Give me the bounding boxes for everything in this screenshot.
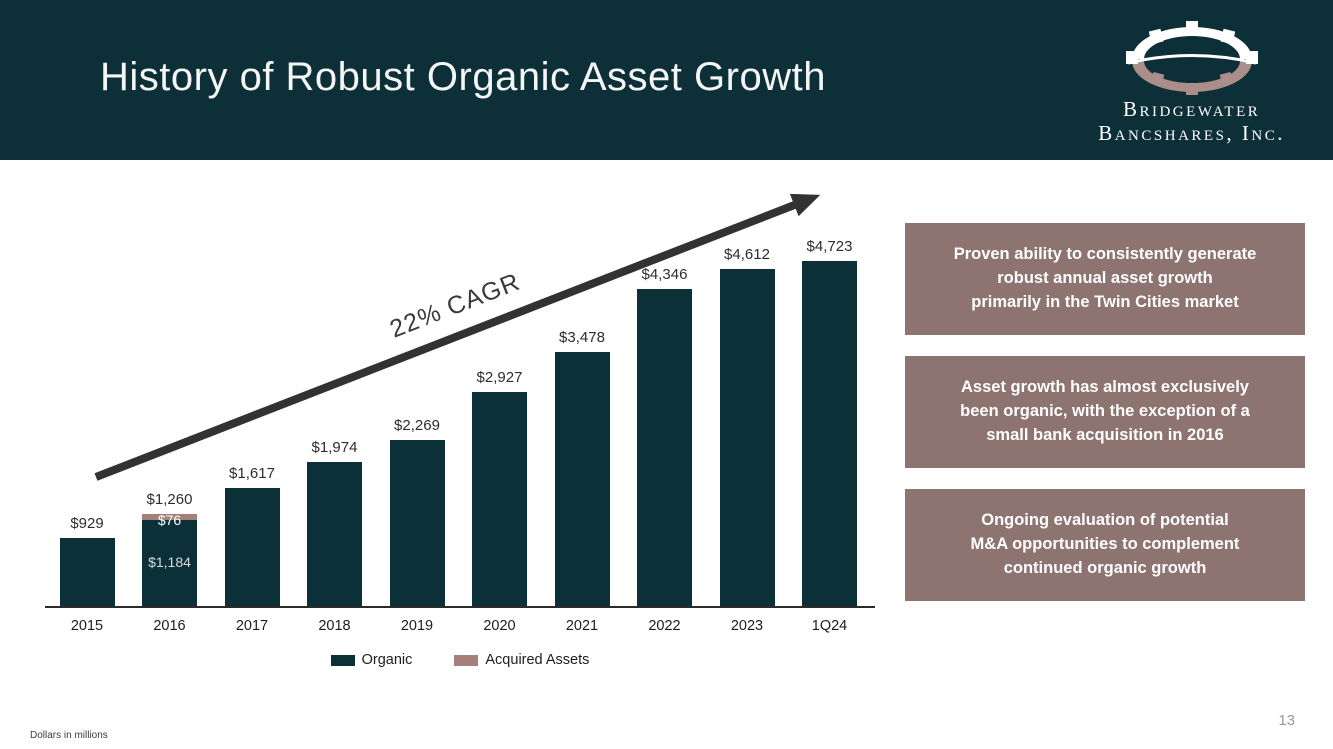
x-axis-label: 2021 — [565, 618, 599, 634]
bar-2017: $1,617 2017 — [224, 465, 280, 634]
legend-item-acquired: Acquired Assets — [454, 652, 589, 668]
logo-text-line1: Bridgewater — [1122, 96, 1261, 121]
legend-item-organic: Organic — [330, 652, 413, 668]
organic-segment — [59, 538, 115, 606]
x-axis-label: 2023 — [730, 618, 764, 634]
bar-2020: $2,927 2020 — [472, 369, 527, 634]
acquired-value-label: $76 — [157, 511, 182, 528]
bar-2015: $929 2015 — [59, 515, 115, 634]
organic-segment — [719, 269, 775, 606]
header-band: History of Robust Organic Asset Growth B… — [0, 0, 1333, 160]
bar-value-label: $3,478 — [559, 328, 605, 346]
legend-label-organic: Organic — [361, 652, 413, 668]
organic-segment — [307, 461, 362, 606]
bar-value-label: $1,974 — [311, 438, 358, 456]
x-axis-label: 2018 — [318, 618, 351, 634]
bar-2016: $1,260 $76 $1,184 2016 — [142, 491, 197, 634]
x-axis-label: 2017 — [235, 618, 269, 634]
company-logo: Bridgewater Bancshares, Inc. — [1098, 20, 1285, 145]
x-axis-label: 2020 — [483, 618, 516, 634]
units-footnote: Dollars in millions — [30, 730, 108, 741]
organic-segment — [802, 261, 857, 606]
bar-value-label: $4,723 — [806, 238, 853, 255]
bar-2018: $1,974 2018 — [307, 439, 362, 634]
organic-segment — [389, 440, 445, 606]
legend-label-acquired: Acquired Assets — [485, 652, 590, 668]
logo-text-line2: Bancshares, Inc. — [1098, 121, 1285, 145]
x-axis-label: 2015 — [70, 618, 104, 634]
bar-value-label: $1,617 — [229, 464, 275, 482]
bar-value-label: $929 — [70, 515, 104, 533]
bar-value-label: $4,612 — [724, 246, 770, 264]
page-number: 13 — [1278, 712, 1295, 729]
plot-area: $929 2015 $1,260 $76 $1,184 2016 $1,617 2017 $1,… — [45, 190, 875, 634]
acquired-segment — [142, 513, 197, 520]
x-axis-label: 2022 — [648, 618, 681, 634]
bar-value-label: $2,927 — [476, 369, 523, 387]
organic-segment — [142, 519, 197, 606]
callout-column: Proven ability to consistently generate … — [905, 223, 1305, 601]
bar-2022: $4,346 2022 — [637, 266, 692, 634]
bridge-logo-icon — [1125, 20, 1258, 95]
callout-box-3: Ongoing evaluation of potential M&A oppo… — [905, 489, 1305, 601]
organic-swatch-icon — [330, 654, 355, 666]
bar-2023: $4,612 2023 — [719, 246, 775, 634]
organic-segment — [554, 351, 610, 606]
organic-segment — [224, 487, 280, 606]
x-axis-label: 2019 — [400, 618, 434, 634]
page-title: History of Robust Organic Asset Growth — [100, 54, 826, 99]
bar-value-label: $2,269 — [394, 417, 440, 435]
callout-box-2: Asset growth has almost exclusively been… — [905, 356, 1305, 468]
bar-value-label: $1,260 — [146, 490, 193, 508]
organic-segment — [472, 392, 527, 606]
x-axis-label: 1Q24 — [811, 618, 848, 634]
bar-2019: $2,269 2019 — [389, 417, 445, 634]
bar-1Q24: $4,723 1Q24 — [802, 238, 857, 634]
chart-legend: Organic Acquired Assets — [45, 652, 875, 668]
organic-segment — [637, 288, 692, 606]
callout-box-1: Proven ability to consistently generate … — [905, 223, 1305, 335]
acquired-swatch-icon — [454, 654, 479, 666]
bar-2021: $3,478 2021 — [554, 329, 610, 634]
bar-value-label: $4,346 — [641, 265, 688, 283]
organic-value-label: $1,184 — [148, 553, 191, 570]
x-axis-label: 2016 — [153, 618, 186, 634]
